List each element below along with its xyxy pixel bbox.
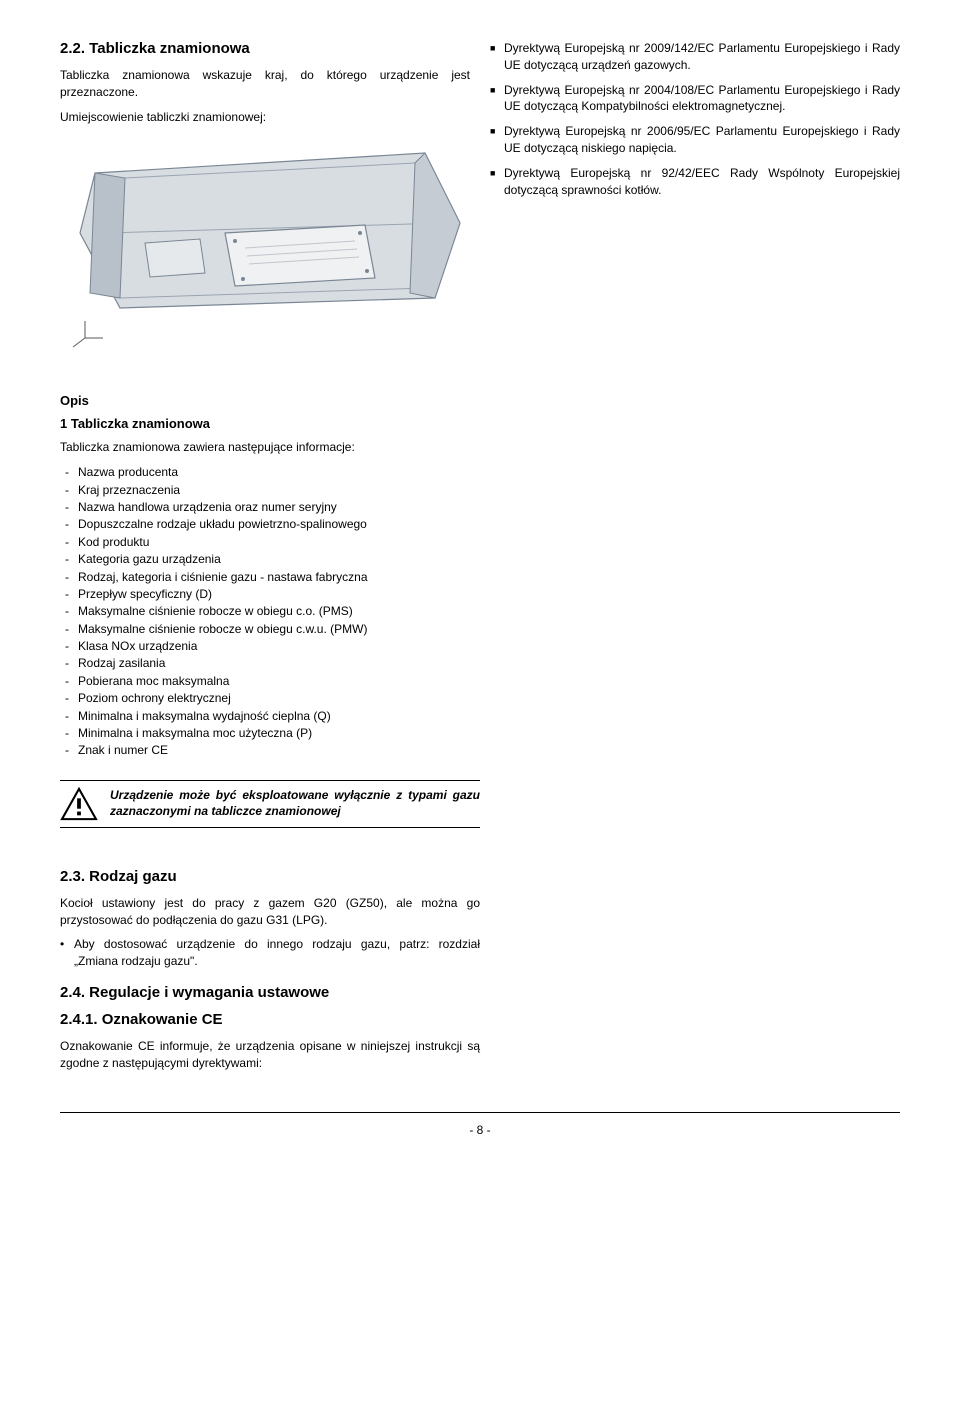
para-2-2-2: Umiejscowienie tabliczki znamionowej: <box>60 109 470 126</box>
opis-item: Rodzaj zasilania <box>60 655 480 672</box>
directive-list: Dyrektywą Europejską nr 2009/142/EC Parl… <box>490 40 900 198</box>
top-two-column: 2.2. Tabliczka znamionowa Tabliczka znam… <box>60 40 900 353</box>
para-2-2-1: Tabliczka znamionowa wskazuje kraj, do k… <box>60 67 470 101</box>
opis-heading: Opis <box>60 393 480 408</box>
opis-item: Kategoria gazu urządzenia <box>60 551 480 568</box>
opis-item: Poziom ochrony elektrycznej <box>60 690 480 707</box>
nameplate-figure <box>60 133 470 353</box>
directive-item: Dyrektywą Europejską nr 2006/95/EC Parla… <box>490 123 900 157</box>
opis-section: Opis 1 Tabliczka znamionowa Tabliczka zn… <box>60 393 480 827</box>
heading-2-2: 2.2. Tabliczka znamionowa <box>60 40 470 57</box>
warning-icon <box>60 787 98 821</box>
opis-subheading: 1 Tabliczka znamionowa <box>60 416 480 431</box>
opis-item: Pobierana moc maksymalna <box>60 673 480 690</box>
para-2-4-1: Oznakowanie CE informuje, że urządzenia … <box>60 1038 480 1072</box>
opis-item: Znak i numer CE <box>60 742 480 759</box>
opis-item: Kod produktu <box>60 534 480 551</box>
heading-2-3: 2.3. Rodzaj gazu <box>60 868 480 885</box>
sec-2-3-bullets: Aby dostosować urządzenie do innego rodz… <box>60 936 480 970</box>
directive-item: Dyrektywą Europejską nr 2009/142/EC Parl… <box>490 40 900 74</box>
opis-intro: Tabliczka znamionowa zawiera następujące… <box>60 439 480 456</box>
opis-item: Minimalna i maksymalna wydajność cieplna… <box>60 708 480 725</box>
right-column: Dyrektywą Europejską nr 2009/142/EC Parl… <box>490 40 900 353</box>
warning-text: Urządzenie może być eksploatowane wyłącz… <box>110 787 480 819</box>
directive-item: Dyrektywą Europejską nr 92/42/EEC Rady W… <box>490 165 900 199</box>
page-number: - 8 - <box>60 1113 900 1157</box>
nameplate-svg <box>60 133 470 353</box>
heading-2-4-1: 2.4.1. Oznakowanie CE <box>60 1011 480 1028</box>
bottom-sections: 2.3. Rodzaj gazu Kocioł ustawiony jest d… <box>60 868 480 1072</box>
opis-item: Maksymalne ciśnienie robocze w obiegu c.… <box>60 603 480 620</box>
directive-item: Dyrektywą Europejską nr 2004/108/EC Parl… <box>490 82 900 116</box>
opis-item: Nazwa handlowa urządzenia oraz numer ser… <box>60 499 480 516</box>
para-2-3-1: Kocioł ustawiony jest do pracy z gazem G… <box>60 895 480 929</box>
sec-2-3-bullet: Aby dostosować urządzenie do innego rodz… <box>60 936 480 970</box>
opis-item: Nazwa producenta <box>60 464 480 481</box>
heading-2-4: 2.4. Regulacje i wymagania ustawowe <box>60 984 480 1001</box>
warning-callout: Urządzenie może być eksploatowane wyłącz… <box>60 780 480 828</box>
opis-item: Maksymalne ciśnienie robocze w obiegu c.… <box>60 621 480 638</box>
opis-item-list: Nazwa producenta Kraj przeznaczenia Nazw… <box>60 464 480 760</box>
opis-item: Minimalna i maksymalna moc użyteczna (P) <box>60 725 480 742</box>
opis-item: Klasa NOx urządzenia <box>60 638 480 655</box>
page: 2.2. Tabliczka znamionowa Tabliczka znam… <box>0 0 960 1177</box>
left-column: 2.2. Tabliczka znamionowa Tabliczka znam… <box>60 40 470 353</box>
opis-item: Rodzaj, kategoria i ciśnienie gazu - nas… <box>60 569 480 586</box>
opis-item: Przepływ specyficzny (D) <box>60 586 480 603</box>
opis-item: Dopuszczalne rodzaje układu powietrzno-s… <box>60 516 480 533</box>
opis-item: Kraj przeznaczenia <box>60 482 480 499</box>
